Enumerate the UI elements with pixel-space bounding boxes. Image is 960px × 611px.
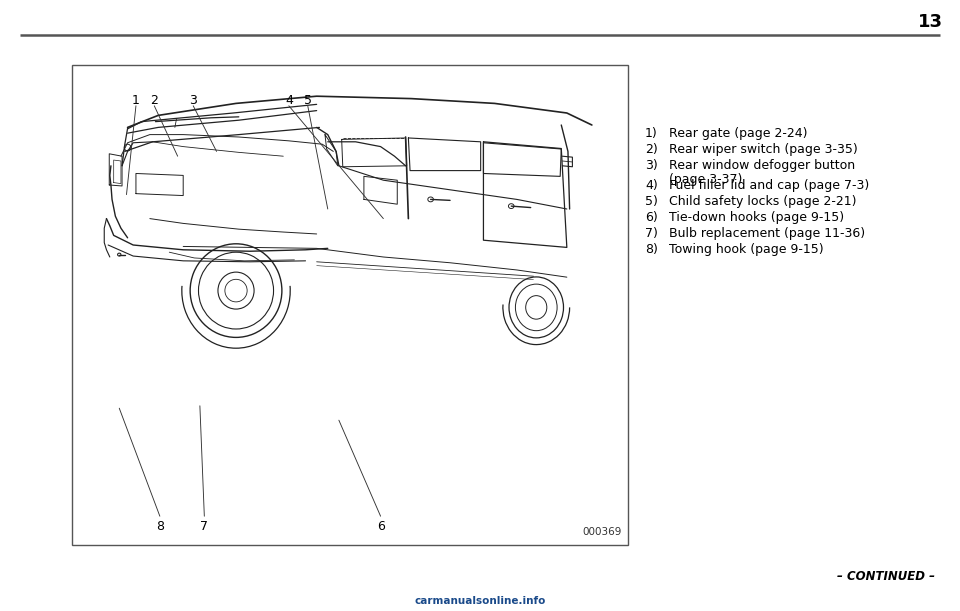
Text: Rear window defogger button: Rear window defogger button xyxy=(669,159,855,172)
Text: 000369: 000369 xyxy=(583,527,622,537)
Text: 1): 1) xyxy=(645,127,658,140)
Text: 5: 5 xyxy=(303,95,312,108)
Text: 8: 8 xyxy=(156,520,164,533)
Text: – CONTINUED –: – CONTINUED – xyxy=(837,570,935,583)
Text: 8): 8) xyxy=(645,243,658,256)
Text: 1: 1 xyxy=(132,95,140,108)
Text: 3): 3) xyxy=(645,159,658,172)
Text: Child safety locks (page 2-21): Child safety locks (page 2-21) xyxy=(669,195,856,208)
Text: 3: 3 xyxy=(189,95,197,108)
Text: 4): 4) xyxy=(645,179,658,192)
Text: (page 3-37): (page 3-37) xyxy=(669,172,742,186)
Text: Rear gate (page 2-24): Rear gate (page 2-24) xyxy=(669,127,807,140)
Text: 6): 6) xyxy=(645,211,658,224)
Text: 2: 2 xyxy=(151,95,158,108)
Text: Bulb replacement (page 11-36): Bulb replacement (page 11-36) xyxy=(669,227,865,240)
Text: 4: 4 xyxy=(285,95,293,108)
Text: carmanualsonline.info: carmanualsonline.info xyxy=(415,596,545,606)
Text: 2): 2) xyxy=(645,143,658,156)
Text: 5): 5) xyxy=(645,195,658,208)
Text: 7): 7) xyxy=(645,227,658,240)
Text: Tie-down hooks (page 9-15): Tie-down hooks (page 9-15) xyxy=(669,211,844,224)
Text: 13: 13 xyxy=(918,13,943,31)
Text: Fuel filler lid and cap (page 7-3): Fuel filler lid and cap (page 7-3) xyxy=(669,179,869,192)
Text: 7: 7 xyxy=(201,520,208,533)
Text: Rear wiper switch (page 3-35): Rear wiper switch (page 3-35) xyxy=(669,143,857,156)
Text: Towing hook (page 9-15): Towing hook (page 9-15) xyxy=(669,243,824,256)
Text: 6: 6 xyxy=(376,520,385,533)
Bar xyxy=(72,65,628,545)
